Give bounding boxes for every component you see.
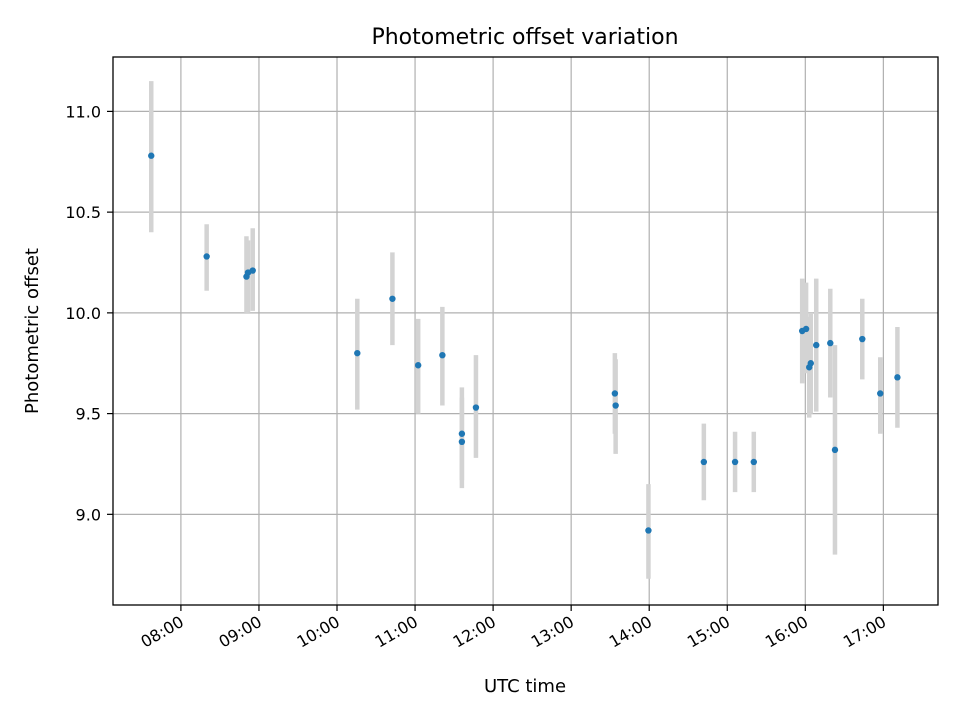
data-point xyxy=(414,362,422,369)
data-point xyxy=(472,404,480,411)
x-tick-label: 08:00 xyxy=(137,612,186,652)
y-tick-label: 10.5 xyxy=(65,203,101,222)
x-tick-label: 17:00 xyxy=(840,612,889,652)
data-point xyxy=(894,374,901,381)
data-point xyxy=(612,402,619,409)
x-tick-label: 12:00 xyxy=(450,612,499,652)
x-tick-label: 15:00 xyxy=(684,612,733,652)
data-point xyxy=(813,341,820,349)
data-point xyxy=(750,458,757,466)
data-point xyxy=(148,152,155,159)
data-point xyxy=(831,446,839,454)
x-axis-ticks: 08:00 09:00 10:00 11:00 12:00 13:00 14:00 15:00… xyxy=(137,605,889,652)
data-point xyxy=(731,458,739,466)
data-point xyxy=(859,335,866,343)
x-tick-label: 13:00 xyxy=(528,612,577,652)
data-point xyxy=(645,527,652,534)
y-tick-label: 9.5 xyxy=(76,405,101,424)
x-tick-label: 16:00 xyxy=(762,612,811,652)
data-point xyxy=(827,339,834,347)
y-axis-label: Photometric offset xyxy=(22,248,43,414)
data-point xyxy=(458,430,466,437)
data-point xyxy=(439,351,446,359)
x-tick-label: 10:00 xyxy=(294,612,343,652)
x-axis-label: UTC time xyxy=(484,676,566,697)
chart-title: Photometric offset variation xyxy=(371,25,678,50)
x-tick-label: 11:00 xyxy=(372,612,421,652)
data-point xyxy=(802,325,810,333)
data-point xyxy=(877,390,884,397)
x-tick-label: 09:00 xyxy=(216,612,265,652)
y-tick-label: 10.0 xyxy=(65,304,101,323)
data-point xyxy=(389,295,396,302)
data-point xyxy=(611,390,619,397)
data-point xyxy=(354,349,361,357)
plot-frame xyxy=(112,56,939,606)
data-points xyxy=(148,152,901,534)
data-point xyxy=(249,267,256,274)
data-point xyxy=(458,438,466,446)
error-bars xyxy=(148,81,900,579)
x-tick-label: 14:00 xyxy=(606,612,655,652)
y-tick-label: 9.0 xyxy=(76,505,101,524)
data-point xyxy=(807,360,814,367)
data-point xyxy=(203,253,210,260)
data-point xyxy=(700,458,708,466)
y-tick-label: 11.0 xyxy=(65,102,101,121)
y-axis-ticks: 9.0 9.5 10.0 10.5 11.0 xyxy=(65,102,113,524)
